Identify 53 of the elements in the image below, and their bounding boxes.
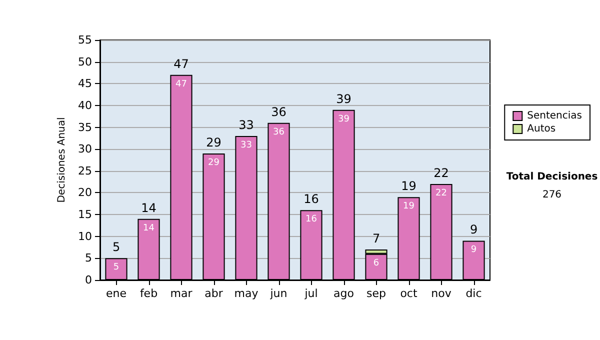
- data-label: 19: [403, 202, 415, 212]
- y-tick-label: 0: [85, 274, 92, 286]
- y-tick-label: 40: [78, 98, 92, 112]
- data-label: 5: [113, 262, 120, 273]
- y-axis-title: Decisiones Anual: [56, 117, 68, 203]
- data-label: 47: [176, 79, 187, 90]
- total-label: 19: [401, 179, 416, 194]
- total-label: 36: [271, 104, 286, 119]
- x-tick-label: jul: [304, 287, 318, 300]
- x-tick-label: ago: [334, 287, 354, 300]
- text: Total Decisiones: [506, 172, 598, 182]
- total-label: 39: [336, 92, 352, 106]
- x-tick-label: abr: [204, 287, 224, 300]
- x-tick-label: dic: [466, 287, 482, 300]
- total-label: 9: [470, 222, 478, 237]
- x-tick-label: oct: [400, 287, 418, 300]
- x-tick-label: nov: [431, 287, 452, 300]
- data-label: 9: [470, 245, 477, 256]
- y-tick-label: 25: [78, 164, 92, 178]
- y-tick-label: 55: [78, 34, 92, 46]
- total-label: 7: [372, 231, 380, 246]
- x-tick-label: may: [234, 287, 259, 300]
- y-tick-label: 10: [78, 230, 92, 243]
- y-tick-label: 15: [78, 208, 92, 222]
- data-label: 29: [208, 158, 220, 168]
- y-tick-label: 5: [85, 252, 92, 265]
- data-label: 22: [436, 188, 447, 198]
- data-label: 33: [240, 140, 252, 150]
- total-label: 22: [434, 166, 449, 180]
- x-tick-label: jun: [269, 287, 288, 300]
- x-tick-label: sep: [366, 287, 386, 300]
- data-label: 39: [338, 114, 350, 124]
- total-label: 47: [174, 56, 189, 71]
- data-label: 36: [273, 127, 285, 138]
- text: 276: [542, 190, 562, 200]
- y-tick-label: 30: [78, 142, 92, 156]
- total-label: 29: [206, 135, 222, 150]
- x-tick-label: ene: [106, 287, 127, 300]
- y-tick-label: 50: [78, 55, 92, 68]
- total-label: 33: [238, 118, 254, 132]
- data-label: 14: [143, 223, 155, 234]
- total-label: 14: [141, 200, 156, 215]
- total-label: 5: [112, 240, 120, 254]
- x-tick-label: mar: [170, 287, 193, 300]
- total-label: 16: [304, 192, 319, 206]
- data-label: 16: [306, 214, 318, 225]
- y-tick-label: 35: [78, 120, 92, 134]
- y-tick-label: 20: [78, 186, 92, 200]
- y-tick-label: 45: [78, 77, 92, 90]
- x-tick-label: feb: [140, 287, 158, 300]
- legend-label: Sentencias: [527, 110, 582, 122]
- data-label: 6: [373, 258, 380, 268]
- legend-label: Autos: [527, 124, 556, 134]
